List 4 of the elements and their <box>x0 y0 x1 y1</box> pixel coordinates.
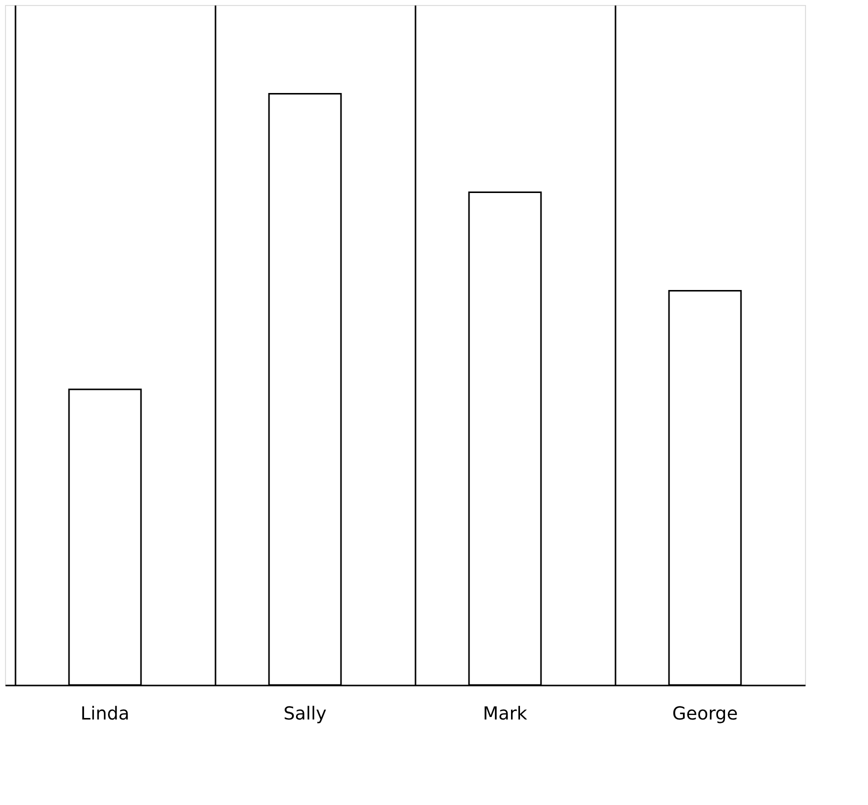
x-tick-label: George <box>672 704 738 724</box>
x-tick-label: Linda <box>80 704 130 724</box>
x-tick-label: Sally <box>283 704 327 724</box>
x-tick-label: Mark <box>482 704 528 724</box>
